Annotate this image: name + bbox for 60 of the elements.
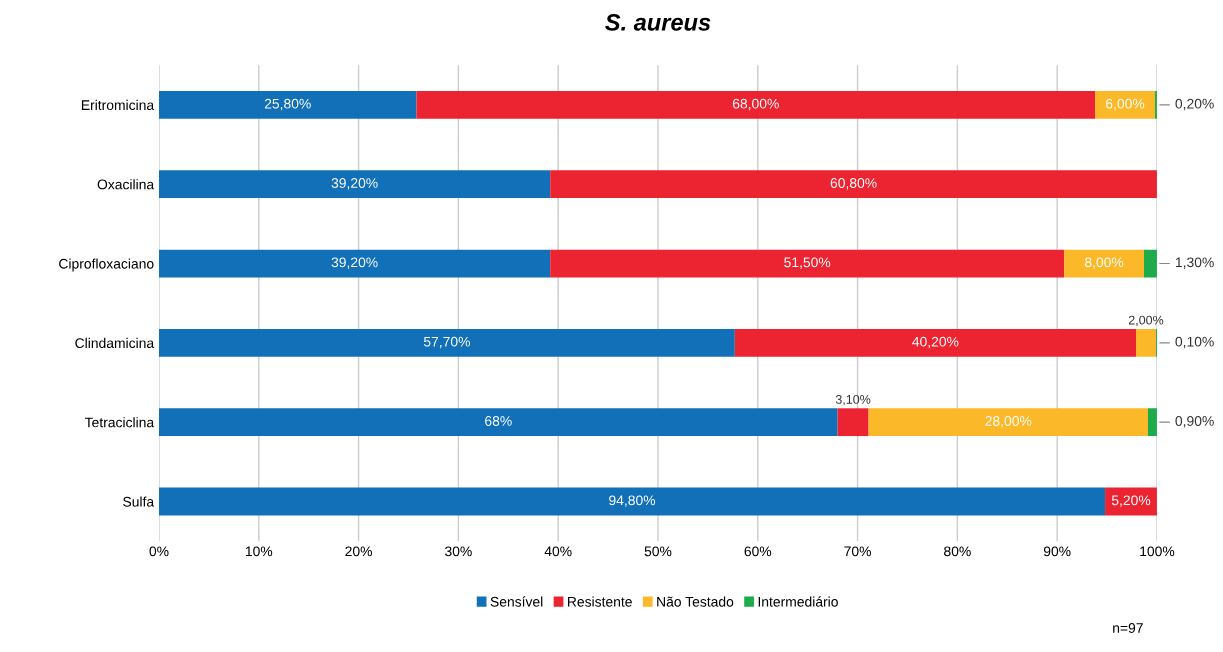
y-tick-label: Clindamicina	[75, 337, 155, 349]
bar	[550, 249, 1065, 278]
y-tick-label: Oxacilina	[97, 179, 155, 190]
data-label: 3,10%	[835, 394, 871, 406]
data-label: 25,80%	[264, 98, 311, 111]
bar	[158, 408, 838, 437]
bar	[416, 90, 1096, 119]
data-label: 40,20%	[912, 336, 959, 349]
x-tick-label: 90%	[1043, 546, 1071, 557]
x-tick-label: 30%	[445, 546, 472, 557]
bar	[1147, 408, 1157, 437]
data-label: 8,00%	[1084, 257, 1124, 269]
bar	[158, 249, 551, 278]
data-label: 68,00%	[732, 98, 779, 111]
bar	[734, 328, 1136, 357]
data-label: 2,00%	[1128, 315, 1164, 326]
bar	[158, 90, 417, 119]
chart-title: S. aureus	[605, 13, 711, 31]
bar	[1136, 328, 1156, 357]
legend-label: Sensível	[490, 596, 543, 607]
data-label: 5,20%	[1111, 495, 1151, 507]
bar	[158, 487, 1106, 516]
bar	[1143, 249, 1157, 278]
x-tick-label: 40%	[544, 546, 572, 557]
bar	[158, 170, 551, 199]
data-label: 0,20%	[1175, 98, 1214, 111]
x-tick-label: 10%	[245, 546, 273, 557]
data-label: 6,00%	[1106, 98, 1145, 111]
x-tick-label: 80%	[944, 546, 971, 557]
data-label: 39,20%	[331, 178, 378, 190]
data-label: 0,10%	[1175, 336, 1214, 349]
data-label: 51,50%	[784, 257, 831, 269]
bar	[550, 170, 1157, 199]
data-label: 68%	[485, 416, 512, 426]
y-tick-label: Eritromicina	[81, 99, 155, 111]
x-tick-label: 0%	[149, 546, 169, 557]
data-label: 1,30%	[1175, 257, 1214, 269]
bar	[837, 408, 869, 437]
data-label: 28,00%	[985, 416, 1032, 428]
bar	[868, 408, 1148, 437]
bar	[158, 328, 735, 357]
y-tick-label: Tetraciclina	[84, 417, 155, 428]
data-label: 57,70%	[423, 336, 470, 349]
data-label: 94,80%	[609, 495, 656, 507]
data-label: 0,90%	[1175, 416, 1214, 428]
bar	[1064, 249, 1144, 278]
x-tick-label: 50%	[644, 546, 672, 557]
bar	[1095, 90, 1155, 119]
legend-label: Resistente	[568, 596, 632, 607]
x-tick-label: 60%	[744, 546, 772, 557]
y-tick-label: Sulfa	[123, 496, 155, 507]
legend-label: Não Testado	[657, 596, 734, 607]
x-tick-label: 70%	[844, 546, 871, 557]
x-tick-label: 100%	[1140, 546, 1175, 557]
text: n=97	[1113, 623, 1143, 633]
data-label: 39,20%	[331, 257, 378, 269]
legend-label: Intermediário	[758, 596, 838, 607]
x-tick-label: 20%	[345, 546, 372, 557]
data-label: 60,80%	[830, 178, 877, 190]
y-tick-label: Ciprofloxaciano	[59, 258, 154, 272]
